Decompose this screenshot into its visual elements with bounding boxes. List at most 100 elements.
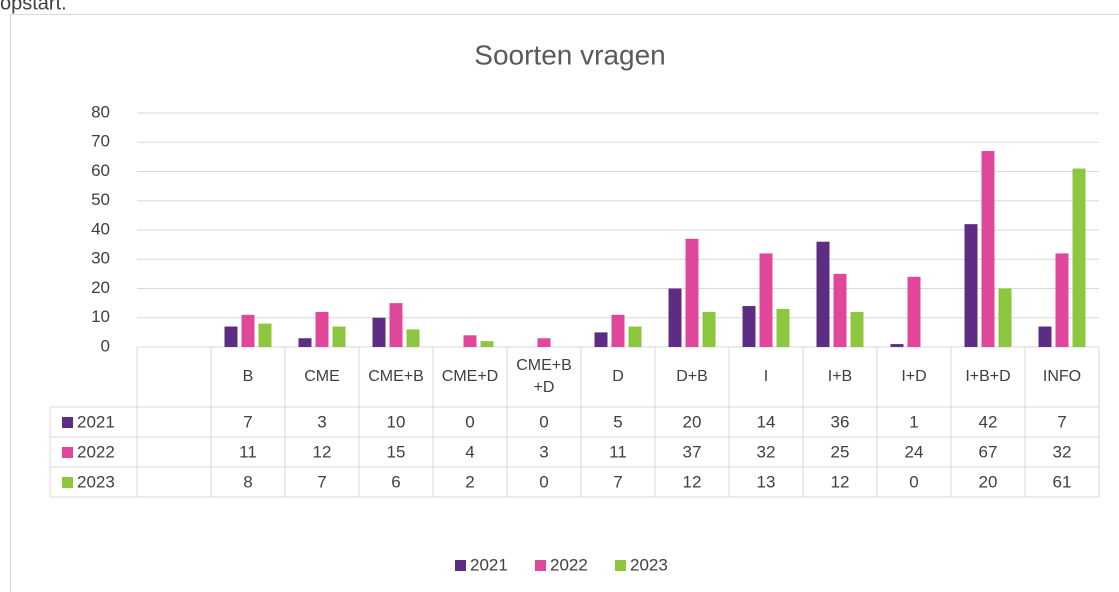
x-tick-label: D [612, 368, 624, 385]
cell: CME+B+D [507, 347, 581, 407]
bar [406, 329, 420, 347]
bar [241, 314, 255, 347]
bar [964, 224, 978, 347]
legend-label: 2021 [470, 555, 508, 574]
x-tick-label: I+B+D [965, 368, 1011, 385]
table-value: 15 [387, 442, 406, 461]
cell: INFO [1025, 347, 1099, 407]
category-cell: CME+B+D [507, 347, 581, 407]
category-cell: D [581, 347, 655, 407]
table-value: 7 [317, 472, 326, 491]
bar [850, 311, 864, 347]
category-cell: I+D [877, 347, 951, 407]
x-tick-label: CME+B+D [516, 357, 572, 396]
bar [480, 341, 494, 347]
cell: CME+B [359, 347, 433, 407]
cell: D+B [655, 347, 729, 407]
table-value: 13 [757, 472, 776, 491]
chart-border [10, 14, 1119, 592]
x-tick-label: CME+B [368, 368, 424, 385]
bar [1038, 326, 1052, 347]
cell: CME+D [433, 347, 507, 407]
table-value: 20 [683, 412, 702, 431]
category-cell: I [763, 368, 769, 385]
y-tick-label: 10 [91, 307, 110, 326]
bar [298, 338, 312, 347]
table-value: 61 [1053, 472, 1072, 491]
bar [611, 314, 625, 347]
x-tick-label: I+D [901, 368, 927, 385]
bar [907, 276, 921, 347]
cell: D [581, 347, 655, 407]
table-value: 11 [239, 442, 257, 461]
cell: I+D [877, 347, 951, 407]
bar [372, 317, 386, 347]
bar [668, 288, 682, 347]
x-tick-label: I [763, 368, 769, 385]
bar [537, 338, 551, 347]
cell: I+B+D [951, 347, 1025, 407]
bar [332, 326, 346, 347]
category-cell: B [242, 368, 254, 385]
table-value: 5 [613, 412, 622, 431]
bar [1072, 168, 1086, 347]
table-value: 7 [243, 412, 252, 431]
legend-marker [62, 447, 73, 458]
table-value: 20 [979, 472, 998, 491]
table-value: 6 [391, 472, 400, 491]
category-cell: I+B+D [951, 347, 1025, 407]
table-series-name: 2023 [77, 472, 115, 491]
bar [702, 311, 716, 347]
legend-marker [455, 560, 466, 571]
y-tick-label: 70 [91, 132, 110, 151]
table-value: 37 [683, 442, 702, 461]
bar [594, 332, 608, 347]
bar [816, 241, 830, 347]
table-value: 32 [757, 442, 776, 461]
table-value: 42 [979, 412, 998, 431]
legend-marker [62, 417, 73, 428]
bar [1055, 253, 1069, 347]
y-tick-label: 80 [91, 102, 110, 121]
bar [998, 288, 1012, 347]
category-cell: CME+B [359, 347, 433, 407]
category-cell: I+B [803, 347, 877, 407]
bar [315, 311, 329, 347]
y-tick-label: 50 [91, 190, 110, 209]
table-value: 0 [539, 412, 548, 431]
table-value: 67 [979, 442, 998, 461]
legend-marker [615, 560, 626, 571]
bar [776, 308, 790, 347]
x-tick-label: INFO [1042, 368, 1082, 385]
bar [833, 273, 847, 347]
table-value: 0 [539, 472, 548, 491]
legend-label: 2023 [630, 555, 668, 574]
x-tick-label: I+B [827, 368, 853, 385]
table-value: 12 [313, 442, 332, 461]
bar [463, 335, 477, 347]
x-tick-label: B [242, 368, 254, 385]
category-cell: CME+D [433, 347, 507, 407]
table-value: 3 [317, 412, 326, 431]
table-value: 3 [539, 442, 548, 461]
bar [389, 303, 403, 347]
table-value: 4 [465, 442, 474, 461]
table-value: 32 [1053, 442, 1072, 461]
table-value: 11 [609, 442, 627, 461]
bar [224, 326, 238, 347]
y-tick-label: 30 [91, 249, 110, 268]
table-value: 12 [683, 472, 702, 491]
cell: I+B [803, 347, 877, 407]
bar [742, 306, 756, 347]
table-value: 0 [909, 472, 918, 491]
x-tick-label: D+B [676, 368, 708, 385]
y-tick-label: 60 [91, 161, 110, 180]
category-cell: D+B [655, 347, 729, 407]
table-value: 1 [909, 412, 918, 431]
table-value: 36 [831, 412, 850, 431]
legend-label: 2022 [550, 555, 588, 574]
bar [685, 238, 699, 347]
bar [759, 253, 773, 347]
